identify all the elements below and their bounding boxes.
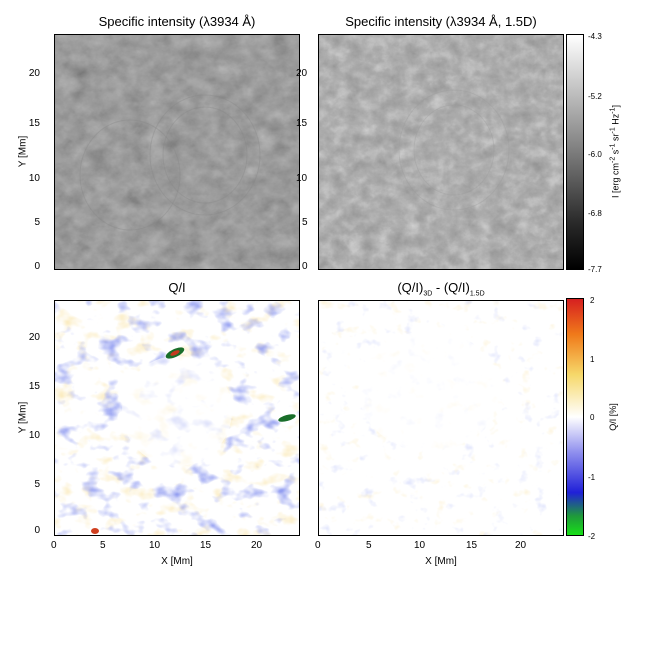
colorbar-tick-label: -4.3 [588,32,602,41]
y-tick-label: 20 [28,68,40,79]
qi-map-image [54,300,300,536]
x-tick-label: 20 [515,540,527,551]
y-tick-label: 20 [28,332,40,343]
intensity-colorbar-label: I [erg cm-2 s-1 sr-1 Hz-1] [609,105,621,198]
y-tick-label: 15 [28,381,40,392]
colorbar-tick-label: 0 [590,413,595,422]
intensity-1.5d-image [318,34,564,270]
colorbar-tick-label: -1 [588,473,596,482]
y-axis-title-bottom: Y [Mm] [17,401,29,434]
qi-colorbar-label: Q/I [%] [608,403,618,431]
x-tick-label: 10 [149,540,161,551]
colorbar-tick-label: -5.2 [588,92,602,101]
y-tick-label: 5 [302,217,308,228]
colorbar-tick-label: -6.8 [588,209,602,218]
colorbar-tick-label: -2 [588,532,596,541]
y-axis-title-top: Y [Mm] [17,135,29,168]
y-tick-label: 0 [34,525,40,536]
colorbar-tick-label: 2 [590,296,595,305]
intensity-colorbar [566,34,584,270]
colorbar-tick-label: -6.0 [588,150,602,159]
panel-title-qi: Q/I [168,280,186,295]
y-tick-label: 10 [28,430,40,441]
x-tick-label: 15 [466,540,478,551]
qi-colorbar [566,298,584,536]
y-tick-label: 5 [34,217,40,228]
y-tick-label: 20 [296,68,308,79]
qi-difference-map-image [318,300,564,536]
panel-title-intensity-1.5d: Specific intensity (λ3934 Å, 1.5D) [345,14,537,29]
y-tick-label: 15 [28,118,40,129]
x-tick-label: 20 [251,540,263,551]
y-tick-label: 10 [28,173,40,184]
y-tick-label: 10 [296,173,308,184]
y-tick-label: 0 [34,261,40,272]
x-tick-label: 5 [100,540,106,551]
colorbar-tick-label: -7.7 [588,265,602,274]
colorbar-tick-label: 1 [590,355,595,364]
x-axis-title-left: X [Mm] [161,556,193,567]
y-tick-label: 0 [302,261,308,272]
x-tick-label: 5 [366,540,372,551]
intensity-3d-image [54,34,300,270]
y-tick-label: 5 [34,479,40,490]
x-tick-label: 0 [51,540,57,551]
y-tick-label: 15 [296,118,308,129]
panel-title-qi-difference: (Q/I)3D - (Q/I)1.5D [397,280,485,298]
x-tick-label: 0 [315,540,321,551]
x-axis-title-right: X [Mm] [425,556,457,567]
panel-title-intensity-3d: Specific intensity (λ3934 Å) [98,14,256,29]
x-tick-label: 10 [414,540,426,551]
x-tick-label: 15 [200,540,212,551]
